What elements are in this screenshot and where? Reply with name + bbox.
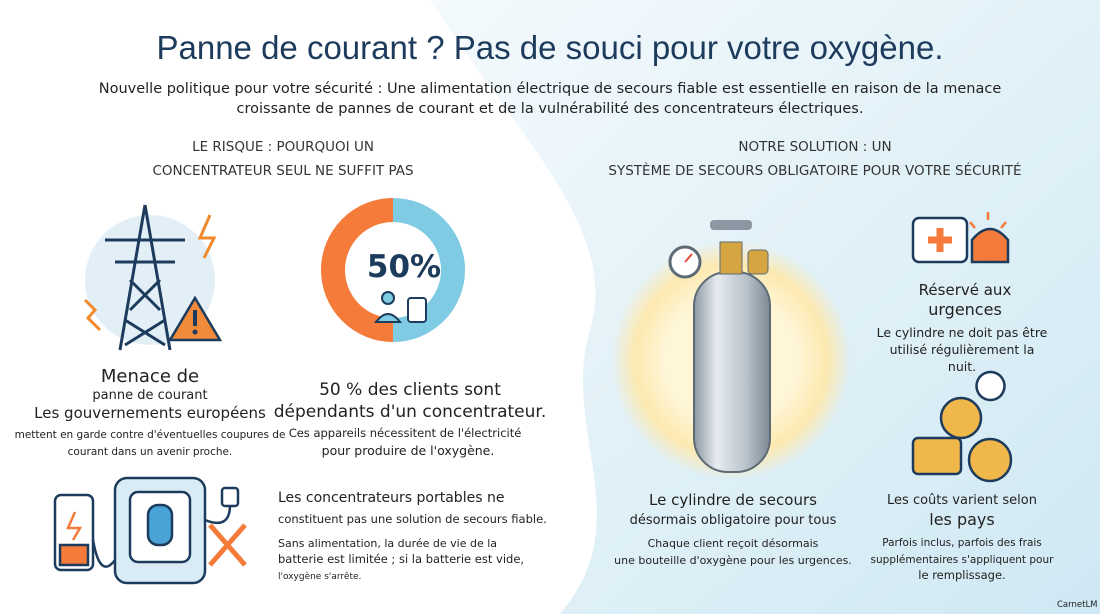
card-text: batterie est limitée ; si la batterie es… bbox=[278, 552, 525, 566]
person-icon-part bbox=[407, 297, 427, 323]
card-text: Chaque client reçoit désormais bbox=[647, 537, 819, 550]
concentrator-icon-part bbox=[220, 486, 240, 508]
section-heading: NOTRE SOLUTION : UN bbox=[738, 139, 892, 155]
power-tower-icon bbox=[83, 204, 217, 351]
donut-chart-part bbox=[392, 198, 465, 342]
card-text: utilisé régulièrement la bbox=[889, 342, 1035, 357]
person-icon-part bbox=[381, 291, 395, 305]
card-title: Les gouvernements européens bbox=[34, 404, 266, 422]
oxygen-cylinder-icon-part bbox=[693, 271, 771, 473]
person-icon-part bbox=[373, 313, 403, 323]
card-text: Ces appareils nécessitent de l'électrici… bbox=[288, 426, 522, 440]
donut-chart-part bbox=[321, 198, 394, 342]
donut-chart bbox=[321, 198, 465, 342]
card-title: urgences bbox=[928, 300, 1002, 319]
card-title: Le cylindre de secours bbox=[649, 491, 817, 509]
person-icon bbox=[373, 291, 427, 323]
warning-icon-part bbox=[193, 310, 197, 326]
first-aid-icon-part bbox=[928, 228, 952, 252]
card-text: nuit. bbox=[947, 359, 977, 374]
oxygen-cylinder-icon-part bbox=[684, 253, 693, 263]
concentrator-icon-part bbox=[208, 523, 247, 567]
card-title: constituent pas une solution de secours … bbox=[278, 512, 547, 526]
coins-icon-part bbox=[975, 370, 1006, 402]
oxygen-cylinder-icon-part bbox=[747, 249, 769, 275]
subtitle: Nouvelle politique pour votre sécurité :… bbox=[98, 81, 1002, 97]
card-title: Réservé aux bbox=[918, 281, 1012, 299]
card-title: dépendants d'un concentrateur. bbox=[273, 402, 547, 422]
card-title: Menace de bbox=[100, 366, 200, 387]
card-title: Les concentrateurs portables ne bbox=[278, 490, 505, 506]
concentrator-icon-part bbox=[58, 543, 90, 567]
oxygen-cylinder-icon-part bbox=[710, 220, 752, 230]
card-title: 50 % des clients sont bbox=[319, 380, 501, 400]
card-title: les pays bbox=[929, 510, 995, 529]
title: Panne de courant ? Pas de souci pour vot… bbox=[156, 29, 944, 66]
oxygen-cylinder-icon-part bbox=[719, 241, 743, 275]
card-text: courant dans un avenir proche. bbox=[67, 446, 233, 458]
concentrator-icon-part bbox=[66, 511, 83, 541]
first-aid-icon-part bbox=[970, 227, 1010, 264]
card-text: Le cylindre ne doit pas être bbox=[876, 325, 1048, 340]
coins-icon-part bbox=[911, 436, 963, 476]
coins-icon bbox=[911, 370, 1013, 483]
section-heading: LE RISQUE : POURQUOI UN bbox=[192, 139, 374, 155]
card-text: l'oxygène s'arrête. bbox=[278, 572, 362, 582]
card-text: le remplissage. bbox=[918, 568, 1006, 582]
card-text: Sans alimentation, la durée de vie de la bbox=[278, 537, 498, 550]
power-tower-icon-part bbox=[85, 215, 215, 345]
power-tower-icon-part bbox=[105, 204, 185, 351]
section-heading: CONCENTRATEUR SEUL NE SUFFIT PAS bbox=[152, 163, 414, 179]
card-text: pour produire de l'oxygène. bbox=[321, 443, 495, 458]
card-title: panne de courant bbox=[92, 388, 208, 403]
first-aid-icon-part bbox=[969, 212, 1007, 229]
coins-icon-part bbox=[967, 437, 1013, 483]
oxygen-cylinder-icon bbox=[611, 220, 851, 480]
brand: CarnetLM bbox=[1057, 600, 1098, 610]
power-tower-icon-part bbox=[197, 214, 217, 259]
warning-icon bbox=[167, 295, 223, 342]
card-text: Parfois inclus, parfois des frais bbox=[882, 537, 1042, 549]
card-text: une bouteille d'oxygène pour les urgence… bbox=[614, 554, 852, 567]
first-aid-icon bbox=[911, 212, 1010, 264]
subtitle: croissante de pannes de courant et de la… bbox=[236, 101, 864, 117]
section-heading: SYSTÈME DE SECOURS OBLIGATOIRE POUR VOTR… bbox=[608, 163, 1022, 179]
concentrator-icon bbox=[53, 476, 247, 585]
concentrator-icon-part bbox=[91, 504, 232, 568]
card-title: désormais obligatoire pour tous bbox=[629, 513, 837, 528]
power-tower-icon-part bbox=[83, 298, 102, 332]
donut-label: 50% bbox=[366, 249, 442, 285]
card-title: Les coûts varient selon bbox=[887, 493, 1037, 508]
concentrator-icon-part bbox=[146, 503, 174, 547]
coins-icon-part bbox=[939, 396, 983, 440]
card-text: mettent en garde contre d'éventuelles co… bbox=[14, 429, 286, 441]
warning-icon-part bbox=[192, 329, 198, 335]
card-text: supplémentaires s'appliquent pour bbox=[870, 554, 1054, 566]
